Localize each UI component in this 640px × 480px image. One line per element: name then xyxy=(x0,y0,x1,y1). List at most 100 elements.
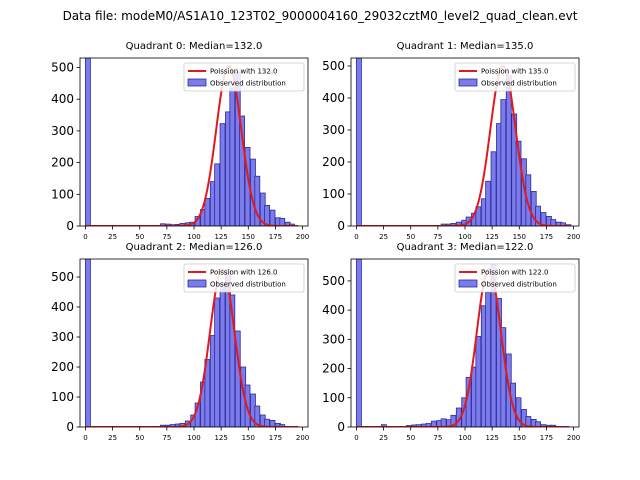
histogram-bar xyxy=(415,424,422,427)
poisson-fit-line xyxy=(356,64,570,226)
legend-fit-label: Poission with 126.0 xyxy=(210,269,278,277)
x-tick-label: 25 xyxy=(379,434,388,442)
x-tick-label: 25 xyxy=(108,233,117,241)
histogram-bar xyxy=(515,140,522,226)
y-tick-label: 0 xyxy=(337,219,345,233)
histogram-bar xyxy=(455,221,462,226)
panel-title: Quadrant 2: Median=126.0 xyxy=(126,242,263,253)
x-tick-label: 150 xyxy=(242,434,255,442)
x-tick-label: 50 xyxy=(135,233,144,241)
histogram-bar xyxy=(550,219,557,226)
plot-area xyxy=(85,259,299,427)
x-tick-label: 175 xyxy=(540,434,553,442)
x-tick-label: 200 xyxy=(296,233,309,241)
x-tick-label: 150 xyxy=(242,233,255,241)
histogram-bar xyxy=(490,151,497,226)
x-tick-label: 100 xyxy=(458,434,471,442)
histogram-bar xyxy=(380,424,387,427)
histogram-bar xyxy=(219,123,226,226)
legend-fit-label: Poission with 135.0 xyxy=(481,68,549,76)
y-tick-label: 400 xyxy=(51,300,74,314)
y-tick-label: 0 xyxy=(337,420,345,434)
x-tick-label: 100 xyxy=(187,434,200,442)
histogram-bar xyxy=(525,416,532,427)
histogram-bar xyxy=(239,115,245,226)
x-tick-label: 125 xyxy=(214,434,227,442)
legend-hist-label: Observed distribution xyxy=(210,281,286,289)
x-tick-label: 0 xyxy=(354,233,358,241)
y-tick-label: 200 xyxy=(51,156,74,170)
legend-box xyxy=(183,263,305,293)
x-tick-label: 25 xyxy=(108,434,117,442)
poisson-fit-line xyxy=(85,268,299,427)
chart-panel-3: Quadrant 3: Median=122.00100200300400500… xyxy=(322,242,580,442)
histogram-bar xyxy=(214,297,221,427)
y-tick-label: 200 xyxy=(322,362,345,376)
y-tick-label: 200 xyxy=(51,360,74,374)
histogram-bar xyxy=(450,223,457,226)
x-tick-label: 0 xyxy=(354,434,358,442)
x-tick-label: 200 xyxy=(567,233,580,241)
legend-fit-label: Poission with 132.0 xyxy=(210,68,278,76)
panel-title: Quadrant 1: Median=135.0 xyxy=(397,41,534,52)
legend-hist-label: Observed distribution xyxy=(481,80,557,88)
x-tick-label: 50 xyxy=(406,434,415,442)
legend-fit-label: Poission with 122.0 xyxy=(481,269,549,277)
histogram-bar xyxy=(540,424,547,427)
legend-box xyxy=(454,62,576,92)
histogram-bar xyxy=(475,206,482,226)
legend-hist-label: Observed distribution xyxy=(481,281,557,289)
histogram-bar xyxy=(356,58,362,226)
x-tick-label: 200 xyxy=(296,434,309,442)
histogram-bar xyxy=(525,174,532,226)
x-tick-label: 75 xyxy=(433,233,442,241)
x-tick-label: 150 xyxy=(513,434,526,442)
x-tick-label: 200 xyxy=(567,434,580,442)
y-tick-label: 300 xyxy=(51,124,74,138)
x-tick-label: 125 xyxy=(485,434,498,442)
legend-hist-swatch xyxy=(187,78,207,87)
histogram-bar xyxy=(356,259,362,427)
legend-hist-label: Observed distribution xyxy=(210,80,286,88)
x-tick-label: 100 xyxy=(458,233,471,241)
y-tick-label: 300 xyxy=(322,332,345,346)
x-tick-label: 125 xyxy=(214,233,227,241)
histogram-bar xyxy=(204,198,211,226)
histogram-bar xyxy=(500,327,507,427)
histogram-bar xyxy=(254,405,261,427)
x-tick-label: 75 xyxy=(162,233,171,241)
chart-panel-1: Quadrant 1: Median=135.0 0 100 200 300 400 500… xyxy=(322,41,580,241)
chart-panel-0: Quadrant 0: Median=132.00100200300400500… xyxy=(51,41,309,241)
histogram-bar xyxy=(169,424,176,427)
histogram-bar xyxy=(264,418,270,427)
y-tick-label: 100 xyxy=(51,390,74,404)
y-tick-label: 300 xyxy=(322,123,345,137)
histogram-bar xyxy=(229,294,236,427)
histogram-bar xyxy=(500,99,507,226)
x-tick-label: 175 xyxy=(269,434,282,442)
histogram-bar xyxy=(430,420,437,427)
y-tick-label: 100 xyxy=(322,391,345,405)
panel-title: Quadrant 3: Median=122.0 xyxy=(397,242,534,253)
x-tick-label: 75 xyxy=(162,434,171,442)
histogram-bar xyxy=(219,282,226,427)
y-tick-label: 400 xyxy=(322,91,345,105)
y-tick-label: 400 xyxy=(322,303,345,317)
y-tick-label: 100 xyxy=(322,187,345,201)
legend-hist-swatch xyxy=(458,279,478,288)
x-tick-label: 75 xyxy=(433,434,442,442)
poisson-fit-line xyxy=(85,64,299,226)
y-tick-label: 500 xyxy=(322,59,345,73)
panel-title: Quadrant 0: Median=132.0 xyxy=(126,41,263,52)
chart-panel-2: Quadrant 2: Median=126.00100200300400500… xyxy=(51,242,309,442)
x-tick-label: 150 xyxy=(513,233,526,241)
histogram-bar xyxy=(535,205,541,226)
histogram-bar xyxy=(279,424,286,427)
histogram-bar xyxy=(279,217,286,226)
histogram-bar xyxy=(485,292,492,427)
x-tick-label: 25 xyxy=(379,233,388,241)
legend-box xyxy=(454,263,576,293)
figure-title: Data file: modeM0/AS1A10_123T02_90000041… xyxy=(63,9,578,23)
x-tick-label: 0 xyxy=(83,434,87,442)
